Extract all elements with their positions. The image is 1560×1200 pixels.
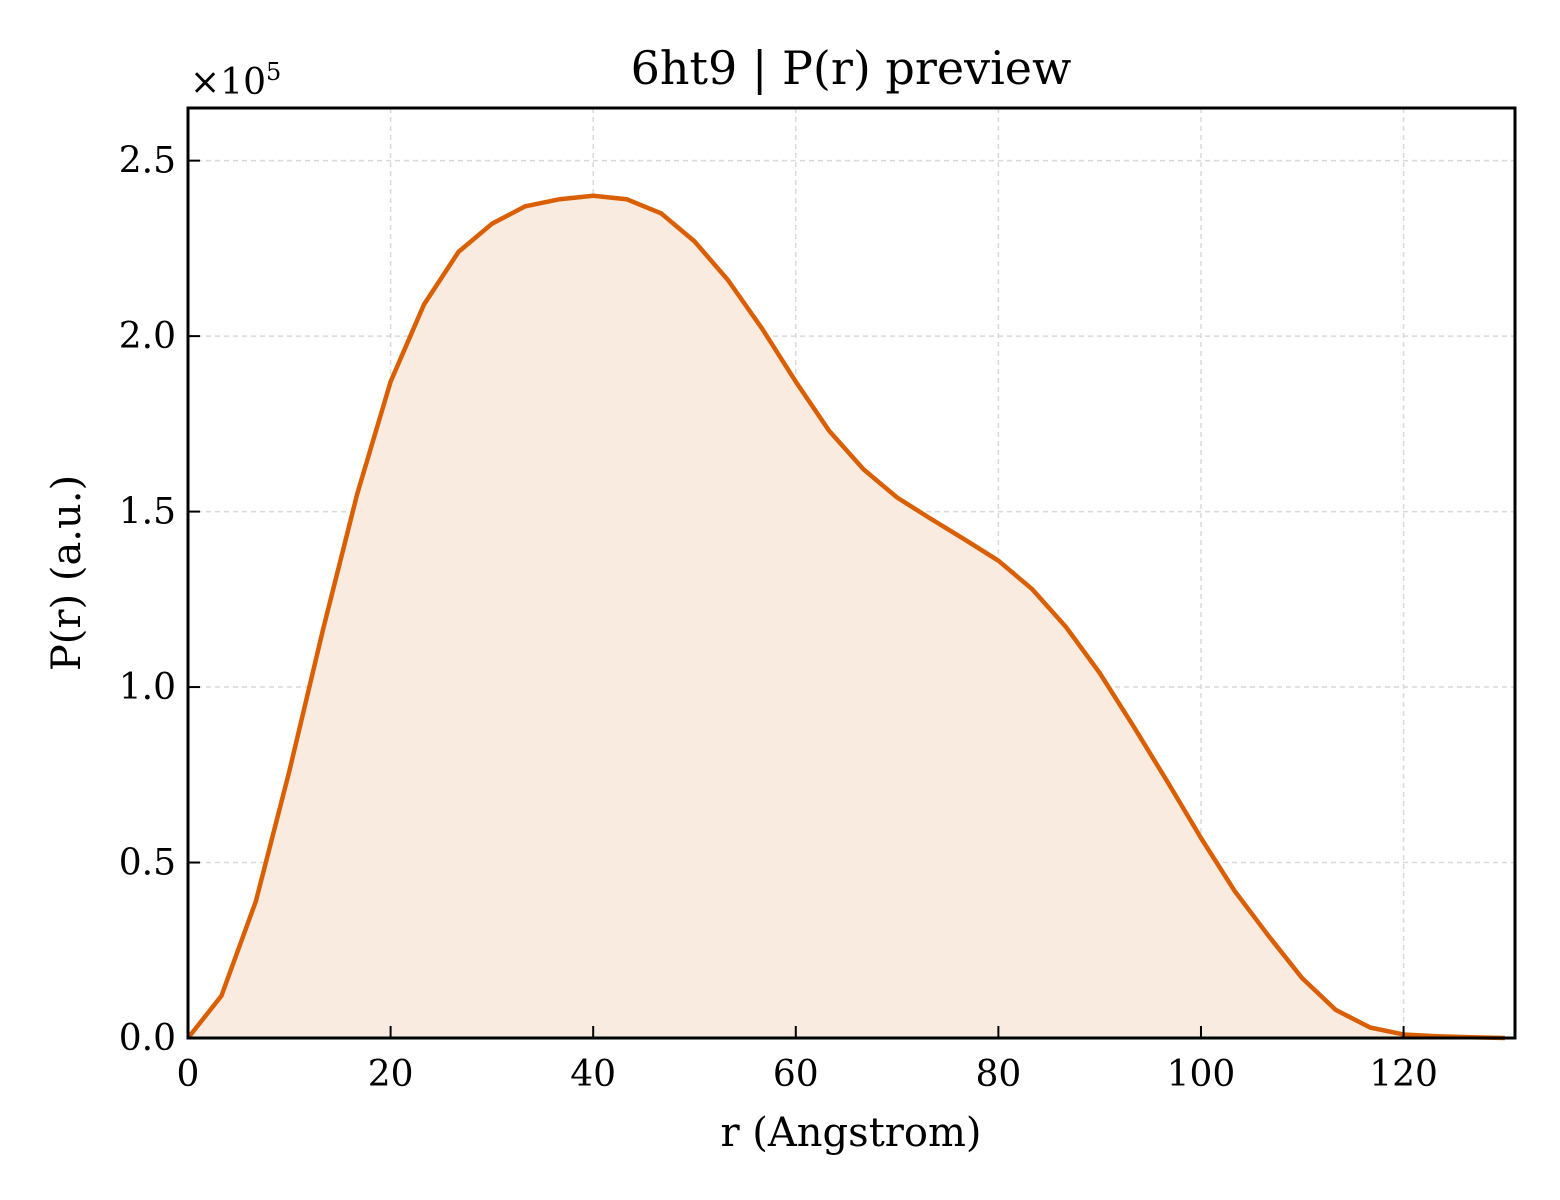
x-tick-label: 20 xyxy=(368,1054,414,1095)
y-scale-offset: ×105 xyxy=(190,58,281,103)
y-tick-label: 1.0 xyxy=(119,667,176,708)
x-tick-label: 0 xyxy=(177,1054,200,1095)
chart-title: 6ht9 | P(r) preview xyxy=(631,41,1072,95)
y-tick-label: 0.5 xyxy=(119,843,176,884)
y-tick-label: 2.0 xyxy=(119,316,176,357)
plot-frame xyxy=(186,106,1517,1040)
pr-area-fill xyxy=(188,195,1505,1038)
area-fill-layer xyxy=(188,195,1505,1038)
y-tick-label: 2.5 xyxy=(119,141,176,182)
x-tick-label: 100 xyxy=(1167,1054,1236,1095)
x-tick-label: 80 xyxy=(975,1054,1021,1095)
y-tick-label: 0.0 xyxy=(119,1018,176,1059)
y-axis-label: P(r) (a.u.) xyxy=(44,475,90,671)
ticks: 0 20 40 60 80 100 120 0.0 0.5 1.0 1.5 2.0 2.5 xyxy=(119,141,1438,1095)
y-tick-label: 1.5 xyxy=(119,492,176,533)
x-axis-label: r (Angstrom) xyxy=(720,1110,981,1156)
x-tick-label: 40 xyxy=(570,1054,616,1095)
line-layer xyxy=(186,193,1505,1041)
pr-series-line xyxy=(186,193,1505,1041)
x-tick-label: 120 xyxy=(1369,1054,1438,1095)
x-tick-label: 60 xyxy=(773,1054,819,1095)
